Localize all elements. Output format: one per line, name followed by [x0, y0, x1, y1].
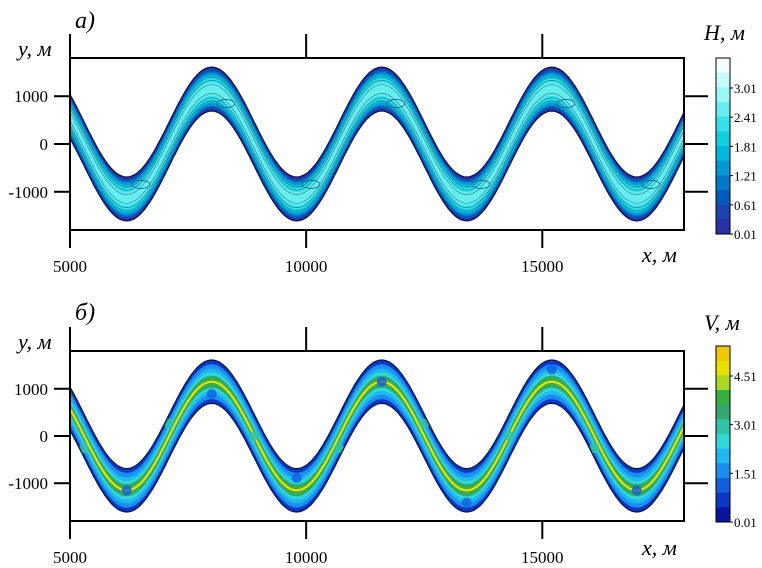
channel-outline — [70, 359, 684, 513]
depth-contour-0-0 — [70, 76, 684, 188]
colorbar-label-4: 0.61 — [734, 198, 757, 213]
colorbar-swatch-7 — [716, 448, 730, 464]
colorbar-label-5: 0.01 — [734, 227, 757, 242]
channel-field — [70, 66, 684, 222]
colorbar-swatch-10 — [716, 492, 730, 508]
channel-field — [70, 359, 684, 513]
velocity-patch-2 — [164, 418, 175, 429]
velocity-patch-3 — [206, 388, 217, 399]
velocity-patch-7 — [376, 376, 387, 387]
colorbar-label-1: 3.01 — [734, 418, 757, 433]
colorbar-swatch-5 — [716, 131, 730, 147]
colorbar-swatch-6 — [716, 434, 730, 450]
y-axis-label: y, м — [16, 36, 52, 61]
depth-contour-2-0 — [70, 84, 684, 195]
y-axis-label: y, м — [16, 329, 52, 354]
colorbar-swatch-2 — [716, 375, 730, 391]
channel-outline — [70, 66, 684, 222]
colorbar-swatch-0 — [716, 58, 730, 74]
velocity-patch-6 — [334, 443, 345, 454]
velocity-patch-8 — [419, 418, 430, 429]
eddy-6 — [641, 180, 661, 189]
velocity-patch-9 — [461, 497, 472, 508]
colorbar-swatch-0 — [716, 346, 730, 362]
colorbar-swatch-4 — [716, 116, 730, 132]
velocity-patch-4 — [249, 431, 260, 441]
colorbar-swatch-9 — [716, 190, 730, 206]
eddy-5 — [556, 99, 576, 108]
x-tick-label-2: 15000 — [521, 257, 564, 276]
velocity-patch-0 — [79, 443, 90, 454]
colorbar-label-3: 1.21 — [734, 169, 757, 184]
eddy-3 — [386, 99, 406, 108]
colorbar-swatch-8 — [716, 463, 730, 479]
colorbar-swatch-1 — [716, 360, 730, 376]
colorbar-swatch-1 — [716, 72, 730, 88]
colorbar-swatch-4 — [716, 404, 730, 420]
x-axis-label: x, м — [641, 242, 677, 267]
eddy-2 — [301, 180, 321, 189]
velocity-band-3 — [70, 372, 684, 500]
colorbar-frame — [715, 345, 731, 523]
depth-band-5 — [70, 82, 684, 206]
colorbar-swatch-6 — [716, 146, 730, 162]
colorbar-label-0: 4.51 — [734, 369, 757, 384]
colorbar-swatch-7 — [716, 160, 730, 176]
velocity-patch-10 — [504, 431, 515, 441]
colorbar-swatch-9 — [716, 478, 730, 494]
x-tick-label-0: 5000 — [53, 257, 87, 276]
colorbar-swatch-11 — [716, 507, 730, 523]
y-tick-label-0: 1000 — [14, 87, 48, 106]
colorbar-swatch-2 — [716, 87, 730, 103]
y-tick-label-1: 0 — [40, 427, 49, 446]
depth-contour-2-1 — [70, 93, 684, 204]
colorbar-swatch-5 — [716, 419, 730, 435]
velocity-patch-5 — [291, 473, 302, 484]
depth-contour-0-1 — [70, 100, 684, 212]
colorbar-label-1: 2.41 — [734, 110, 757, 125]
panel-label: а) — [75, 8, 95, 34]
colorbar-label-2: 1.81 — [734, 139, 757, 154]
depth-contour-1-0 — [70, 79, 684, 191]
eddy-0 — [131, 180, 151, 189]
colorbar-swatch-8 — [716, 175, 730, 191]
panel-label: б) — [75, 300, 95, 326]
colorbar-label-3: 0.01 — [734, 515, 757, 530]
velocity-patch-13 — [631, 485, 642, 496]
y-tick-label-0: 1000 — [14, 380, 48, 399]
colorbar-title: V, м — [704, 310, 740, 335]
colorbar-swatch-3 — [716, 390, 730, 406]
colorbar-label-2: 1.51 — [734, 466, 757, 481]
x-tick-label-2: 15000 — [521, 548, 564, 567]
y-tick-label-2: -1000 — [8, 183, 48, 202]
colorbar-swatch-11 — [716, 219, 730, 235]
colorbar-title: H, м — [703, 20, 745, 45]
x-tick-label-1: 10000 — [285, 548, 328, 567]
velocity-patch-12 — [589, 443, 600, 454]
eddy-1 — [216, 99, 236, 108]
colorbar-label-0: 3.01 — [734, 81, 757, 96]
colorbar-swatch-3 — [716, 102, 730, 118]
x-axis-label: x, м — [641, 535, 677, 560]
y-tick-label-1: 0 — [40, 135, 49, 154]
velocity-patch-1 — [121, 485, 132, 496]
depth-contour-1-1 — [70, 97, 684, 209]
eddy-4 — [471, 180, 491, 189]
colorbar-swatch-10 — [716, 204, 730, 220]
x-tick-label-1: 10000 — [285, 257, 328, 276]
y-tick-label-2: -1000 — [8, 474, 48, 493]
x-tick-label-0: 5000 — [53, 548, 87, 567]
velocity-patch-11 — [546, 364, 557, 375]
